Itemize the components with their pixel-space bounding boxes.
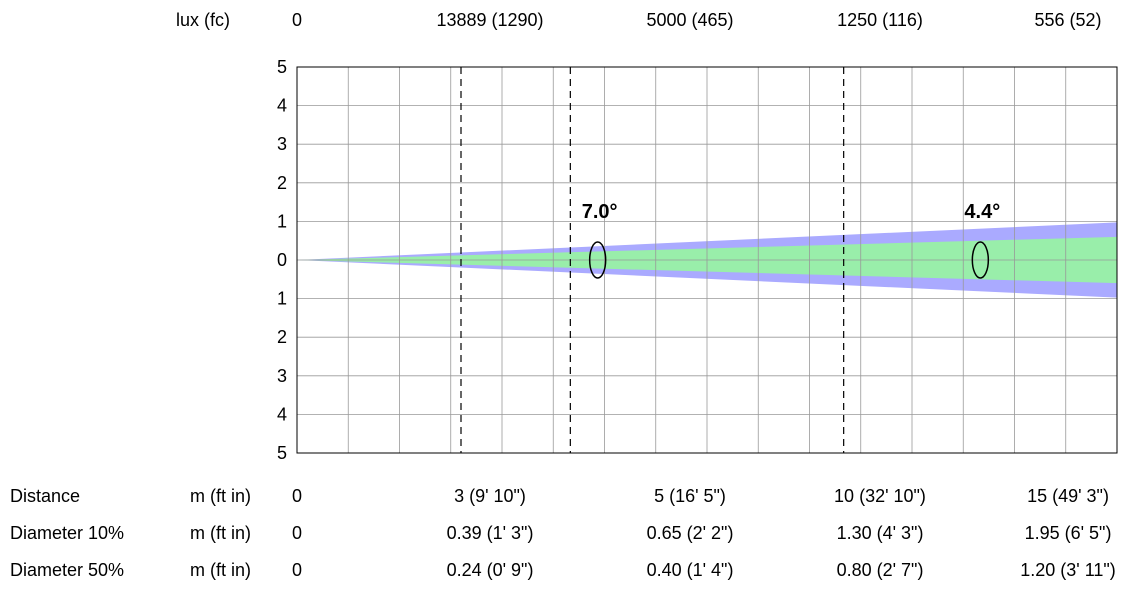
row-label: Diameter 50% [10, 560, 124, 580]
lux-row-label: lux (fc) [176, 10, 230, 30]
row-value: 0.80 (2' 7") [837, 560, 924, 580]
angle-marker [971, 241, 990, 279]
y-tick-label: 2 [277, 327, 287, 347]
lux-value: 13889 (1290) [436, 10, 543, 30]
row-value: 3 (9' 10") [454, 486, 526, 506]
row-label: Distance [10, 486, 80, 506]
row-value: 15 (49' 3") [1027, 486, 1109, 506]
row-value: 10 (32' 10") [834, 486, 926, 506]
row-value: 0.65 (2' 2") [647, 523, 734, 543]
y-tick-label: 4 [277, 404, 287, 424]
row-unit: m (ft in) [190, 560, 251, 580]
lux-value: 5000 (465) [646, 10, 733, 30]
row-value: 1.95 (6' 5") [1025, 523, 1112, 543]
lux-value: 1250 (116) [837, 10, 923, 30]
row-value: 0.39 (1' 3") [447, 523, 534, 543]
row-unit: m (ft in) [190, 523, 251, 543]
beam-angle-label: 7.0° [582, 201, 618, 223]
y-tick-label: 5 [277, 57, 287, 77]
row-unit: m (ft in) [190, 486, 251, 506]
y-tick-label: 1 [277, 211, 287, 231]
lux-value: 0 [292, 10, 302, 30]
angle-marker [588, 241, 607, 279]
y-tick-label: 1 [277, 289, 287, 309]
row-value: 0.40 (1' 4") [647, 560, 734, 580]
row-value: 0 [292, 523, 302, 543]
row-value: 1.20 (3' 11") [1020, 560, 1116, 580]
grid [297, 67, 1117, 453]
data-rows: Distance m (ft in) 0 3 (9' 10") 5 (16' 5") 10… [10, 486, 1116, 580]
y-tick-label: 2 [277, 173, 287, 193]
row-value: 5 (16' 5") [654, 486, 726, 506]
beam-angle-label: 4.4° [964, 201, 1000, 223]
row-value: 0 [292, 486, 302, 506]
y-tick-labels: 5 4 3 2 1 0 1 2 3 4 5 [277, 57, 287, 463]
lux-value: 556 (52) [1034, 10, 1101, 30]
y-tick-label: 0 [277, 250, 287, 270]
y-tick-label: 4 [277, 96, 287, 116]
beam-annotations: 7.0° 4.4° [582, 201, 1000, 279]
plot-frame [296, 66, 1118, 454]
row-value: 0.24 (0' 9") [447, 560, 534, 580]
lux-row: lux (fc) 0 13889 (1290) 5000 (465) 1250 (116… [176, 10, 1102, 30]
row-label: Diameter 10% [10, 523, 124, 543]
y-tick-label: 3 [277, 366, 287, 386]
reference-lines [460, 67, 845, 453]
row-value: 1.30 (4' 3") [837, 523, 924, 543]
y-tick-label: 5 [277, 443, 287, 463]
row-value: 0 [292, 560, 302, 580]
y-tick-label: 3 [277, 134, 287, 154]
